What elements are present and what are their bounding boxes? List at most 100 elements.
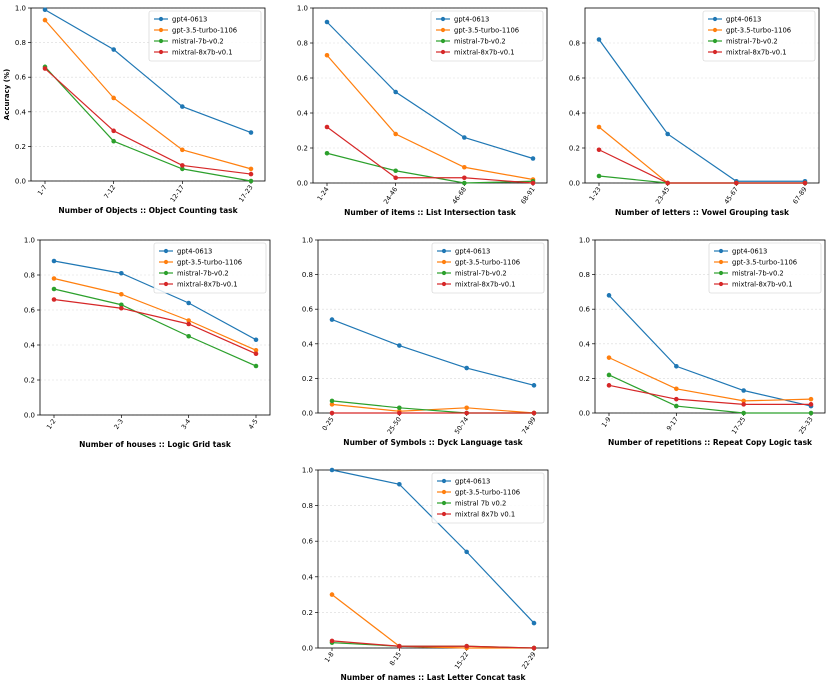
- data-point: [119, 305, 124, 311]
- x-tick-label: 0-25: [321, 416, 336, 433]
- series-line-1: [326, 21, 534, 160]
- data-point: [393, 175, 398, 181]
- x-axis-label: Number of letters :: Vowel Grouping task: [615, 208, 790, 217]
- data-point: [324, 52, 330, 58]
- y-tick-label: 0.8: [579, 271, 590, 279]
- legend-swatch-marker: [158, 16, 164, 22]
- x-tick-label: 22-29: [520, 651, 537, 671]
- subplot-3: 0.0 0.2 0.4 0.6 0.8 1-23 23-45 45-67 67-89Number…: [569, 7, 820, 217]
- subplot-4: 0.0 0.2 0.4 0.6 0.8 1.0 1-2 2-3 3-4 4-5 Number of …: [24, 237, 271, 449]
- x-tick-label: 23-45: [654, 186, 671, 206]
- legend-swatch-marker: [163, 270, 169, 276]
- legend-swatch-marker: [158, 38, 164, 44]
- y-tick-label: 0.4: [15, 108, 27, 116]
- x-tick-label: 46-68: [451, 186, 468, 206]
- y-tick-label: 1.0: [297, 5, 308, 13]
- data-point: [180, 163, 185, 168]
- y-tick-label: 0.6: [569, 75, 581, 83]
- data-point: [464, 410, 469, 416]
- series-line-1: [608, 294, 812, 407]
- x-tick-label: 17-25: [730, 416, 747, 436]
- data-point: [248, 171, 254, 177]
- legend-label: gpt-3.5-turbo-1106: [455, 259, 520, 267]
- series-line-1: [598, 39, 805, 182]
- data-point: [397, 405, 402, 411]
- x-tick-label: 9-17: [665, 416, 680, 433]
- data-point: [329, 410, 335, 416]
- legend-swatch-marker: [441, 500, 447, 506]
- x-tick-label: 45-67: [723, 186, 740, 206]
- legend-label: mistral 7b v0.2: [455, 500, 506, 508]
- y-tick-label: 1.0: [579, 237, 590, 245]
- data-point: [462, 180, 467, 186]
- data-point: [51, 276, 57, 281]
- legend-box: [431, 472, 545, 524]
- y-tick-label: 0.4: [302, 340, 314, 348]
- data-point: [531, 620, 537, 626]
- y-tick-label: 0.8: [15, 39, 26, 47]
- y-tick-label: 0.0: [569, 180, 580, 188]
- data-point: [42, 66, 48, 71]
- x-axis-label: Number of items :: List Intersection tas…: [344, 208, 517, 217]
- data-point: [329, 317, 335, 322]
- data-point: [180, 147, 185, 153]
- subplot-6: 0.0 0.2 0.4 0.6 0.8 1.0 1-9 9-17 17-25 25-33 Numbe…: [579, 237, 826, 447]
- y-tick-label: 0.8: [24, 272, 35, 280]
- legend-label: mixtral-8x7b-v0.1: [177, 281, 238, 289]
- y-tick-label: 0.6: [15, 74, 27, 82]
- legend-swatch-marker: [158, 27, 164, 33]
- y-tick-label: 0.6: [24, 307, 36, 315]
- data-point: [253, 351, 259, 357]
- legend-box: [708, 242, 822, 294]
- x-tick-label: 3-4: [180, 418, 193, 431]
- legend-label: mixtral 8x7b v0.1: [455, 511, 515, 519]
- x-axis-label: Number of houses :: Logic Grid task: [79, 440, 232, 449]
- y-tick-label: 0.6: [302, 306, 314, 314]
- data-point: [674, 396, 679, 402]
- data-point: [180, 166, 185, 172]
- x-tick-label: 74-99: [520, 416, 537, 436]
- data-point: [462, 175, 467, 181]
- x-tick-label: 15-22: [453, 651, 470, 671]
- data-point: [248, 178, 254, 184]
- data-point: [665, 180, 670, 186]
- data-point: [734, 180, 739, 186]
- y-tick-label: 0.8: [569, 40, 580, 48]
- data-point: [596, 147, 602, 153]
- x-tick-label: 8-15: [388, 651, 403, 668]
- y-tick-label: 0.2: [15, 143, 26, 151]
- legend-label: mistral-7b-v0.2: [172, 38, 224, 46]
- legend-swatch-marker: [441, 259, 447, 265]
- legend-box: [430, 10, 544, 62]
- series-line-4: [44, 68, 252, 175]
- x-tick-label: 17-23: [237, 184, 254, 204]
- series-line-2: [608, 357, 812, 402]
- legend-swatch-marker: [441, 478, 447, 484]
- series-line-2: [326, 54, 534, 181]
- data-point: [530, 180, 536, 186]
- legend-label: gpt4-0613: [172, 16, 207, 24]
- legend-label: gpt-3.5-turbo-1106: [177, 259, 242, 267]
- plot-frame: [317, 469, 549, 649]
- x-tick-label: 2-3: [112, 418, 125, 431]
- legend-label: gpt-3.5-turbo-1106: [172, 27, 237, 35]
- legend-label: gpt-3.5-turbo-1106: [454, 27, 519, 35]
- x-tick-label: 50-74: [453, 416, 470, 436]
- data-point: [462, 164, 467, 170]
- data-point: [596, 173, 602, 179]
- data-point: [802, 180, 808, 186]
- data-point: [464, 643, 469, 649]
- data-point: [531, 383, 537, 388]
- legend-swatch-marker: [718, 281, 724, 287]
- data-point: [329, 398, 335, 404]
- series-line-4: [326, 126, 534, 184]
- legend-label: gpt-3.5-turbo-1106: [732, 259, 797, 267]
- data-point: [111, 95, 116, 101]
- legend: gpt4-0613 gpt-3.5-turbo-1106 mistral-7b-v0…: [153, 242, 267, 294]
- y-tick-label: 0.0: [297, 180, 308, 188]
- y-tick-label: 0.0: [302, 410, 313, 418]
- x-tick-label: 25-50: [386, 416, 403, 436]
- legend-label: gpt4-0613: [726, 16, 761, 24]
- y-tick-label: 0.6: [302, 538, 314, 546]
- data-point: [531, 410, 537, 416]
